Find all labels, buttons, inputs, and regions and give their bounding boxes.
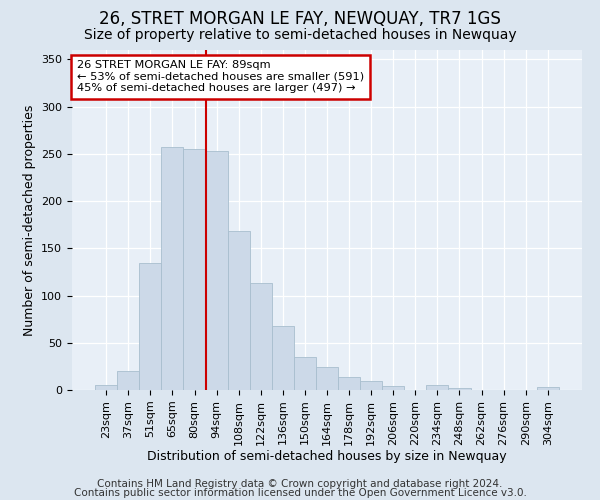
Text: Contains public sector information licensed under the Open Government Licence v3: Contains public sector information licen… (74, 488, 526, 498)
Bar (206, 151, 227, 390)
Bar (250, 284, 272, 390)
Text: Contains HM Land Registry data © Crown copyright and database right 2024.: Contains HM Land Registry data © Crown c… (97, 479, 503, 489)
Bar (227, 232, 250, 390)
Bar (338, 377, 360, 390)
Text: 26 STRET MORGAN LE FAY: 89sqm
← 53% of semi-detached houses are smaller (591)
45: 26 STRET MORGAN LE FAY: 89sqm ← 53% of s… (77, 60, 364, 94)
Bar (537, 387, 559, 390)
Bar (184, 149, 206, 390)
Bar (360, 380, 382, 390)
Bar (139, 262, 161, 390)
Text: 26, STRET MORGAN LE FAY, NEWQUAY, TR7 1GS: 26, STRET MORGAN LE FAY, NEWQUAY, TR7 1G… (99, 10, 501, 28)
Bar (294, 357, 316, 390)
Bar (161, 148, 184, 390)
Bar (117, 371, 139, 390)
Bar (382, 386, 404, 390)
Bar (95, 386, 117, 390)
Bar (316, 368, 338, 390)
X-axis label: Distribution of semi-detached houses by size in Newquay: Distribution of semi-detached houses by … (147, 450, 507, 464)
Bar (448, 388, 470, 390)
Bar (272, 326, 294, 390)
Text: Size of property relative to semi-detached houses in Newquay: Size of property relative to semi-detach… (83, 28, 517, 42)
Y-axis label: Number of semi-detached properties: Number of semi-detached properties (23, 104, 35, 336)
Bar (427, 386, 448, 390)
